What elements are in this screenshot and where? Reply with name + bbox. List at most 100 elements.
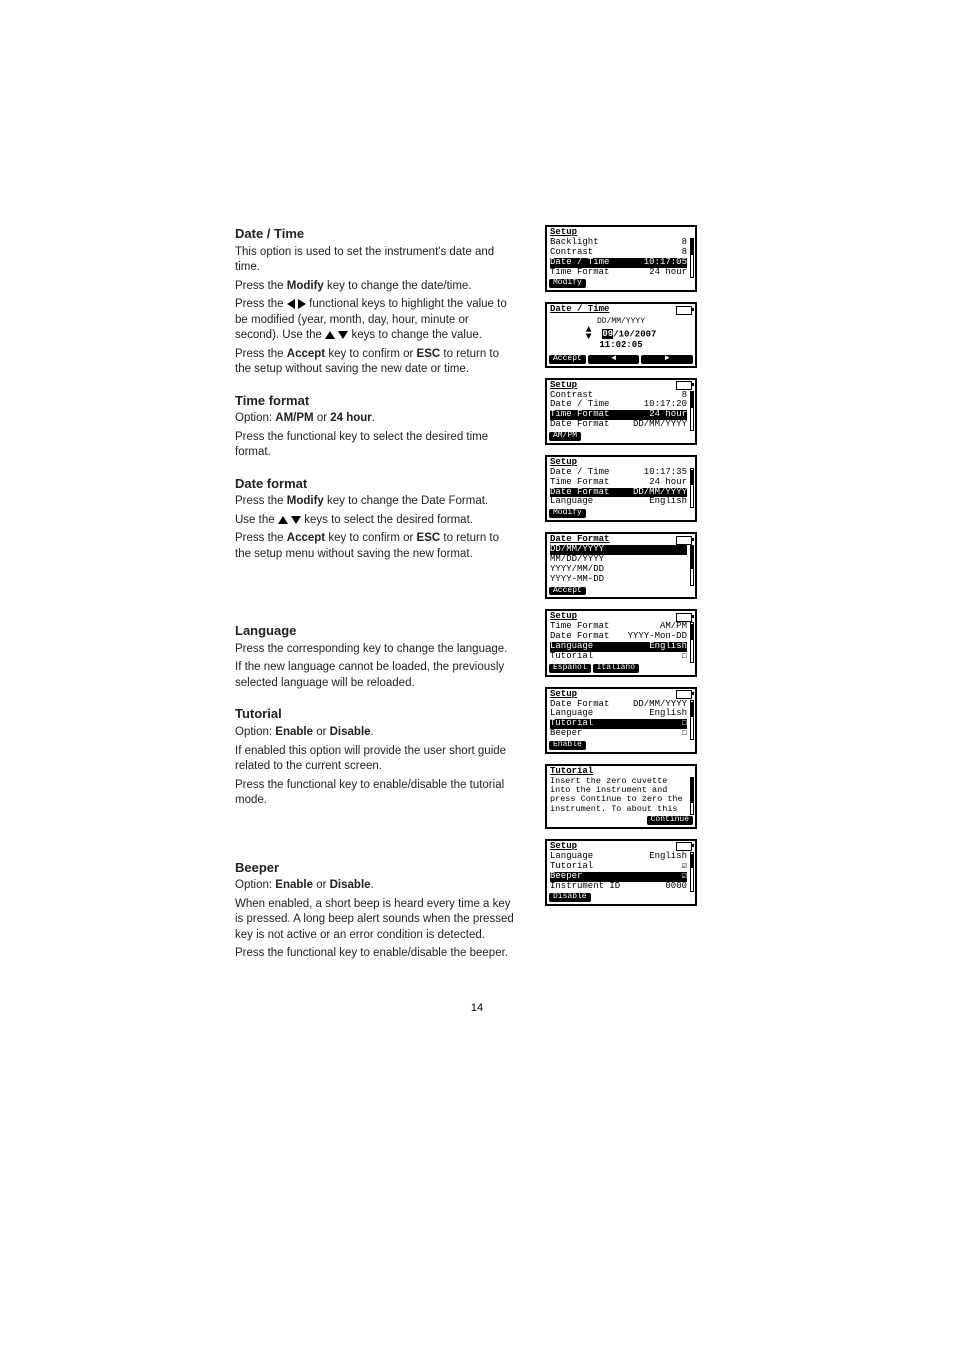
- language-p1: Press the corresponding key to change th…: [235, 642, 515, 658]
- lcd-time: 11:02:05: [550, 341, 692, 351]
- modify-key: Modify: [287, 495, 324, 507]
- lcd-value: DD/MM/YYYY: [633, 420, 687, 430]
- battery-icon: [676, 536, 692, 545]
- lcd-label: Date Format: [550, 420, 609, 430]
- lcd-softkey: Modify: [549, 509, 586, 518]
- lcd-setup-language: Setup Time FormatAM/PM Date FormatYYYY-M…: [545, 609, 697, 676]
- lcd-setup-timeformat: Setup Contrast8 Date / Time10:17:20 Time…: [545, 378, 697, 445]
- arrow-up-icon: [325, 331, 335, 339]
- lcd-format: DD/MM/YYYY: [550, 318, 692, 327]
- disable-option: Disable: [330, 726, 371, 738]
- lcd-softkey: ►: [641, 355, 693, 364]
- heading-timeformat: Time format: [235, 392, 515, 410]
- text: .: [371, 879, 374, 891]
- beeper-p1: When enabled, a short beep is heard ever…: [235, 897, 515, 944]
- lcd-column: Setup Backlight8 Contrast8 Date / Time10…: [545, 225, 705, 976]
- battery-icon: [676, 690, 692, 699]
- lcd-label: Instrument ID: [550, 882, 620, 892]
- lcd-softkey: Accept: [549, 587, 586, 596]
- lcd-softkey: Accept: [549, 355, 586, 364]
- arrow-down-icon: [338, 331, 348, 339]
- arrow-up-icon: [278, 516, 288, 524]
- text: Press the: [235, 495, 287, 507]
- lcd-value: 0000: [665, 882, 687, 892]
- section-datetime: Date / Time This option is used to set t…: [235, 225, 515, 378]
- lcd-setup-tutorial: Setup Date FormatDD/MM/YYYY LanguageEngl…: [545, 687, 697, 754]
- text: Use the: [235, 514, 278, 526]
- lcd-value: ☐: [682, 652, 687, 662]
- beeper-option: Option: Enable or Disable.: [235, 878, 515, 894]
- heading-datetime: Date / Time: [235, 225, 515, 243]
- text: Press the: [235, 348, 287, 360]
- dateformat-p2: Use the keys to select the desired forma…: [235, 513, 515, 529]
- beeper-p2: Press the functional key to enable/disab…: [235, 946, 515, 962]
- text: or: [313, 726, 330, 738]
- section-tutorial: Tutorial Option: Enable or Disable. If e…: [235, 705, 515, 808]
- heading-beeper: Beeper: [235, 859, 515, 877]
- heading-dateformat: Date format: [235, 475, 515, 493]
- lcd-label: Beeper: [550, 729, 582, 739]
- lcd-dateformat-list: Date Format DD/MM/YYYY MM/DD/YYYY YYYY/M…: [545, 532, 697, 599]
- accept-key: Accept: [287, 348, 325, 360]
- modify-key: Modify: [287, 280, 324, 292]
- section-beeper: Beeper Option: Enable or Disable. When e…: [235, 859, 515, 962]
- enable-option: Enable: [275, 879, 313, 891]
- esc-key: ESC: [417, 348, 441, 360]
- lcd-value: English: [649, 497, 687, 507]
- arrow-left-icon: [287, 299, 295, 309]
- tutorial-option: Option: Enable or Disable.: [235, 725, 515, 741]
- enable-option: Enable: [275, 726, 313, 738]
- datetime-p4: Press the Accept key to confirm or ESC t…: [235, 347, 515, 378]
- lcd-value: ☐: [682, 729, 687, 739]
- section-language: Language Press the corresponding key to …: [235, 622, 515, 691]
- text: Option:: [235, 879, 275, 891]
- lcd-setup-datetime: Setup Backlight8 Contrast8 Date / Time10…: [545, 225, 697, 292]
- text: keys to select the desired format.: [301, 514, 473, 526]
- tutorial-p1: If enabled this option will provide the …: [235, 744, 515, 775]
- datetime-p3: Press the functional keys to highlight t…: [235, 297, 515, 344]
- lcd-softkey: ◄: [588, 355, 640, 364]
- lcd-setup-beeper: Setup LanguageEnglish Tutorial☑ Beeper☑ …: [545, 839, 697, 906]
- text: Option:: [235, 412, 275, 424]
- lcd-datetime-edit: Date / Time DD/MM/YYYY ▲▼ 09/10/2007 11:…: [545, 302, 697, 367]
- esc-key: ESC: [417, 532, 441, 544]
- lcd-label: Time Format: [550, 268, 609, 278]
- text: key to change the Date Format.: [324, 495, 488, 507]
- accept-key: Accept: [287, 532, 325, 544]
- tutorial-p2: Press the functional key to enable/disab…: [235, 778, 515, 809]
- page-number: 14: [235, 1002, 719, 1014]
- lcd-message: Insert the zero cuvette into the instrum…: [550, 777, 687, 814]
- text: Press the: [235, 298, 287, 310]
- lcd-softkey: AM/PM: [549, 432, 581, 441]
- text: .: [372, 412, 375, 424]
- disable-option: Disable: [330, 879, 371, 891]
- text: key to confirm or: [325, 348, 416, 360]
- lcd-setup-dateformat: Setup Date / Time10:17:35 Time Format24 …: [545, 455, 697, 522]
- text: or: [314, 412, 331, 424]
- datetime-p1: This option is used to set the instrumen…: [235, 245, 515, 276]
- section-dateformat: Date format Press the Modify key to chan…: [235, 475, 515, 563]
- timeformat-option: Option: AM/PM or 24 hour.: [235, 411, 515, 427]
- language-p2: If the new language cannot be loaded, th…: [235, 660, 515, 691]
- lcd-softkey: Italiano: [593, 664, 639, 673]
- datetime-p2: Press the Modify key to change the date/…: [235, 279, 515, 295]
- lcd-softkey: Disable: [549, 893, 591, 902]
- text: key to change the date/time.: [324, 280, 472, 292]
- dateformat-p3: Press the Accept key to confirm or ESC t…: [235, 531, 515, 562]
- text: Press the: [235, 532, 287, 544]
- 24hour-option: 24 hour: [330, 412, 372, 424]
- heading-language: Language: [235, 622, 515, 640]
- section-timeformat: Time format Option: AM/PM or 24 hour. Pr…: [235, 392, 515, 461]
- text: .: [371, 726, 374, 738]
- text: key to confirm or: [325, 532, 416, 544]
- heading-tutorial: Tutorial: [235, 705, 515, 723]
- text: Press the: [235, 280, 287, 292]
- text: keys to change the value.: [348, 329, 482, 341]
- lcd-label: Language: [550, 497, 593, 507]
- timeformat-p1: Press the functional key to select the d…: [235, 430, 515, 461]
- arrow-right-icon: [298, 299, 306, 309]
- lcd-softkey: Español: [549, 664, 591, 673]
- lcd-value: 24 hour: [649, 268, 687, 278]
- updown-icon: ▲▼: [586, 327, 592, 341]
- text: or: [313, 879, 330, 891]
